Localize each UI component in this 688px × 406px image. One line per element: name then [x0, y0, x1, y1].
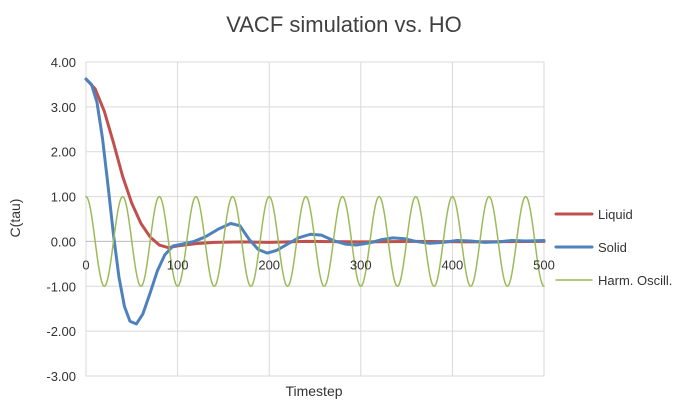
grid-layer — [85, 61, 545, 377]
legend-label: Liquid — [598, 207, 633, 222]
legend-label: Solid — [598, 240, 627, 255]
y-tick-label: 4.00 — [51, 55, 76, 70]
x-tick-label: 200 — [258, 257, 280, 272]
x-tick-label: 500 — [533, 257, 555, 272]
y-tick-label: -3.00 — [46, 369, 76, 384]
y-tick-label: -1.00 — [46, 279, 76, 294]
x-tick-label: 300 — [350, 257, 372, 272]
y-tick-label: 3.00 — [51, 100, 76, 115]
tick-layer: 4.00 3.00 2.00 1.00 0.00 -1.00 -2.00 -3.00 0 100 2… — [46, 55, 554, 384]
plot-frame — [85, 61, 545, 377]
y-tick-label: 0.00 — [51, 234, 76, 249]
x-tick-label: 100 — [167, 257, 189, 272]
y-tick-label: 1.00 — [51, 190, 76, 205]
chart-title: VACF simulation vs. HO — [226, 12, 462, 37]
y-tick-label: -2.00 — [46, 324, 76, 339]
x-axis-label: Timestep — [285, 383, 342, 399]
x-tick-label: 0 — [82, 257, 89, 272]
y-tick-label: 2.00 — [51, 145, 76, 160]
x-tick-label: 400 — [442, 257, 464, 272]
series-line-harm-oscill — [85, 195, 545, 288]
series-line-solid — [84, 77, 546, 326]
series-layer — [84, 77, 546, 326]
legend-label: Harm. Oscill. — [598, 273, 672, 288]
y-axis-label: C(tau) — [7, 199, 23, 238]
series-line-liquid — [84, 77, 546, 250]
legend: Liquid Solid Harm. Oscill. — [554, 207, 672, 288]
